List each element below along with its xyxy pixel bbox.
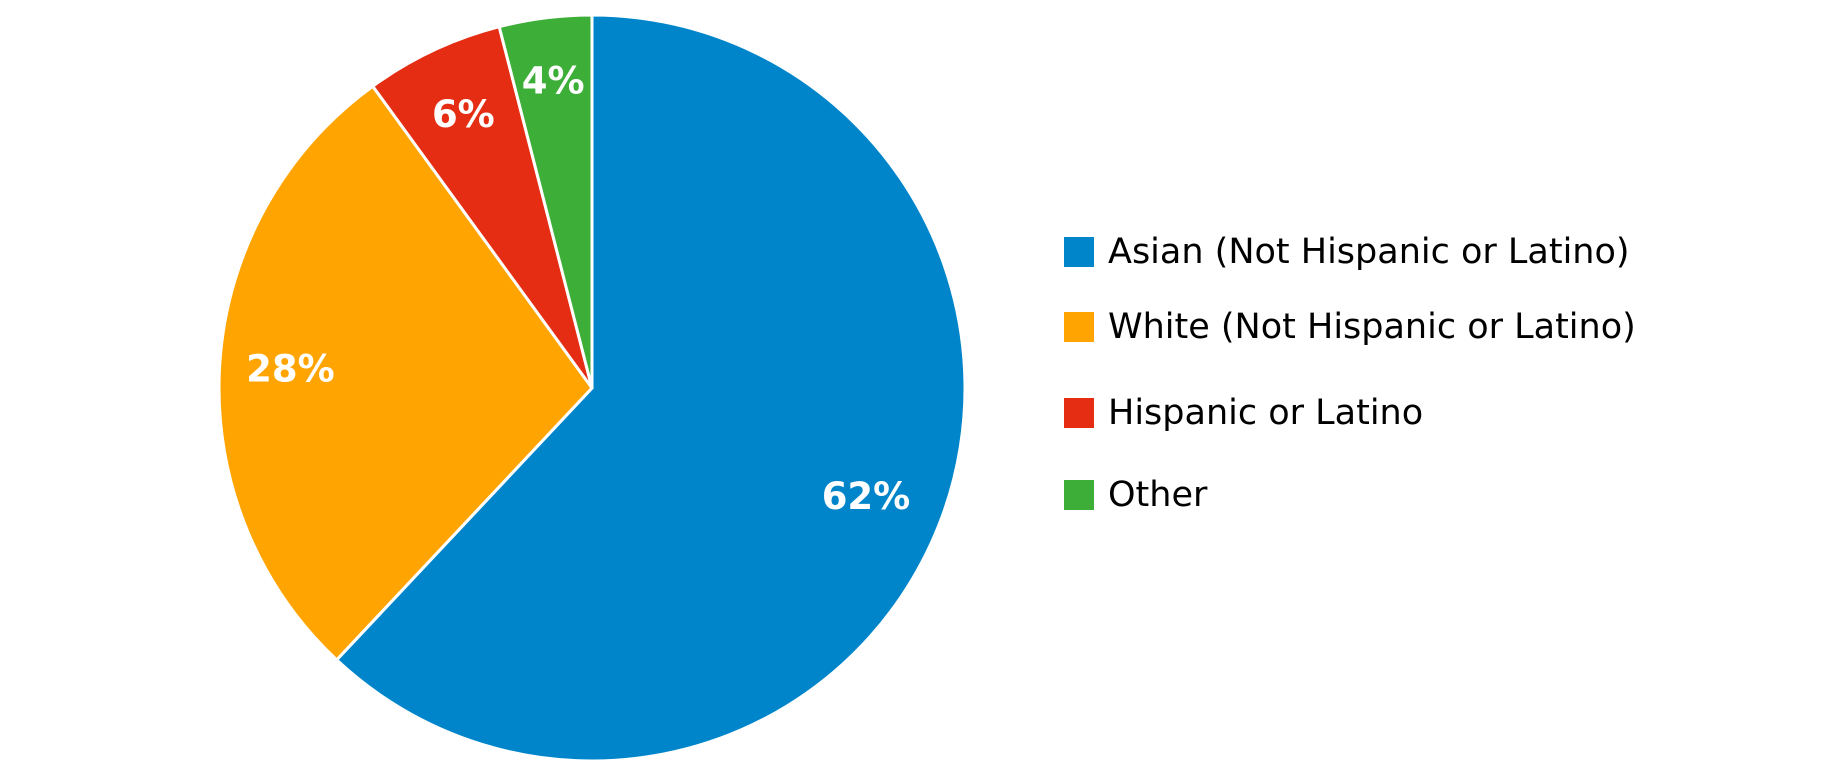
legend-swatch-hispanic-or-latino bbox=[1064, 398, 1094, 428]
legend-swatch-asian-not-hispanic-or-latino bbox=[1064, 237, 1094, 267]
legend: Asian (Not Hispanic or Latino) White (Not… bbox=[1064, 232, 1636, 515]
legend-swatch-other bbox=[1064, 480, 1094, 510]
pie-slice-hispanic-or-latino bbox=[370, 24, 594, 389]
data-label-other: 4% bbox=[522, 59, 585, 102]
pie-slice-other bbox=[497, 13, 594, 389]
pie-data-labels: 62% 28% 6% 4% bbox=[246, 59, 910, 518]
pie-slice-white-not-hispanic-or-latino bbox=[217, 84, 594, 663]
pie-slice-asian-not-hispanic-or-latino bbox=[334, 13, 967, 763]
legend-label-asian-not-hispanic-or-latino: Asian (Not Hispanic or Latino) bbox=[1108, 232, 1630, 272]
pie-slices bbox=[217, 13, 967, 763]
legend-label-hispanic-or-latino: Hispanic or Latino bbox=[1108, 393, 1423, 433]
data-label-asian-not-hispanic-or-latino: 62% bbox=[822, 475, 911, 518]
legend-swatch-white-not-hispanic-or-latino bbox=[1064, 312, 1094, 342]
data-label-white-not-hispanic-or-latino: 28% bbox=[246, 348, 335, 391]
legend-label-other: Other bbox=[1108, 475, 1208, 515]
data-label-hispanic-or-latino: 6% bbox=[432, 93, 495, 136]
legend-label-white-not-hispanic-or-latino: White (Not Hispanic or Latino) bbox=[1108, 307, 1636, 347]
